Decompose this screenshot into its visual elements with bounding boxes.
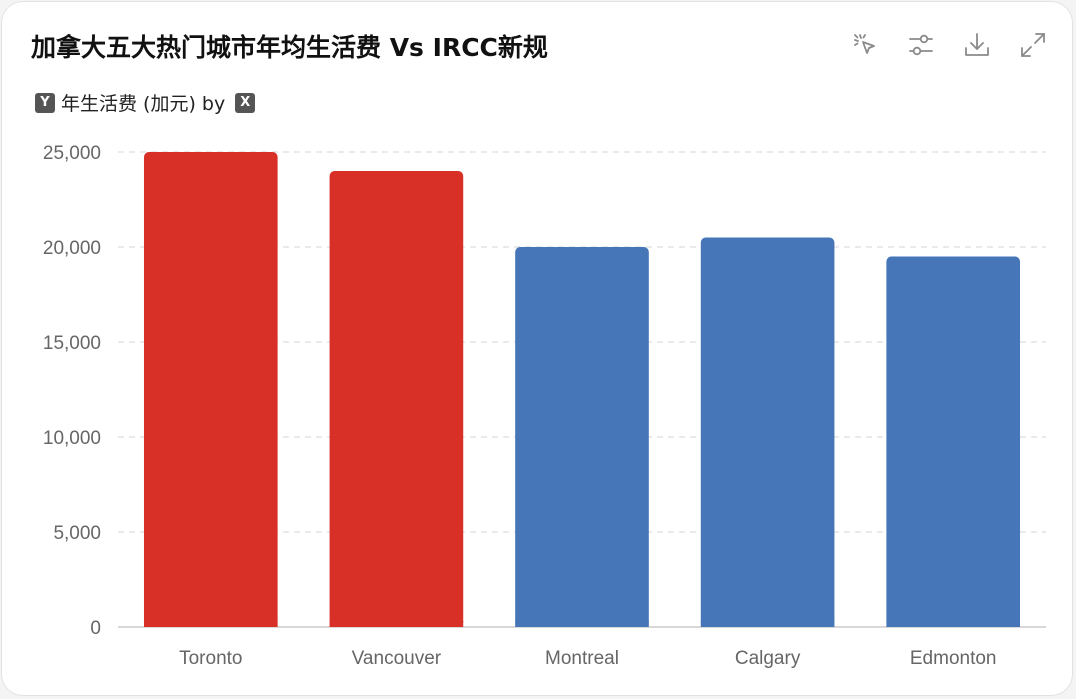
bar-base — [886, 621, 1021, 627]
sliders-icon — [909, 34, 933, 56]
download-button[interactable] — [960, 28, 994, 62]
bar-edmonton[interactable] — [886, 256, 1021, 628]
y-tick-label: 15,000 — [43, 333, 101, 354]
x-tick-label: Toronto — [179, 648, 242, 669]
filter-settings-button[interactable] — [904, 28, 938, 62]
bar-calgary[interactable] — [700, 237, 835, 628]
axis-subtitle-label: 年生活费 (加元) by — [61, 93, 226, 115]
chart-toolbar — [848, 28, 1050, 62]
fullscreen-button[interactable] — [1016, 28, 1050, 62]
chart-title: 加拿大五大热门城市年均生活费 Vs IRCC新规 — [31, 33, 548, 62]
y-tick-label: 10,000 — [43, 428, 101, 449]
bar-montreal[interactable] — [515, 247, 649, 627]
x-tick-label: Vancouver — [352, 648, 442, 669]
y-tick-label: 0 — [90, 618, 101, 639]
bar-toronto[interactable] — [143, 152, 278, 627]
x-axis-badge[interactable]: X — [235, 92, 256, 113]
y-tick-label: 20,000 — [43, 238, 101, 259]
y-tick-label: 5,000 — [53, 523, 101, 544]
x-tick-label: Edmonton — [910, 648, 997, 669]
select-pointer-icon — [854, 34, 875, 54]
bar-base — [143, 621, 278, 627]
bar-base — [700, 621, 835, 627]
y-tick-label: 25,000 — [43, 143, 101, 164]
download-icon — [965, 33, 989, 56]
y-axis-badge[interactable]: Y — [35, 92, 55, 113]
x-tick-label: Montreal — [545, 648, 619, 669]
bar-base — [515, 621, 649, 627]
select-pointer-button[interactable] — [848, 28, 882, 62]
x-tick-label: Calgary — [735, 648, 801, 669]
fullscreen-icon — [1021, 33, 1045, 57]
bar-base — [329, 621, 464, 627]
bar-vancouver[interactable] — [329, 171, 464, 627]
axis-subtitle: Y 年生活费 (加元) by X — [35, 89, 256, 116]
